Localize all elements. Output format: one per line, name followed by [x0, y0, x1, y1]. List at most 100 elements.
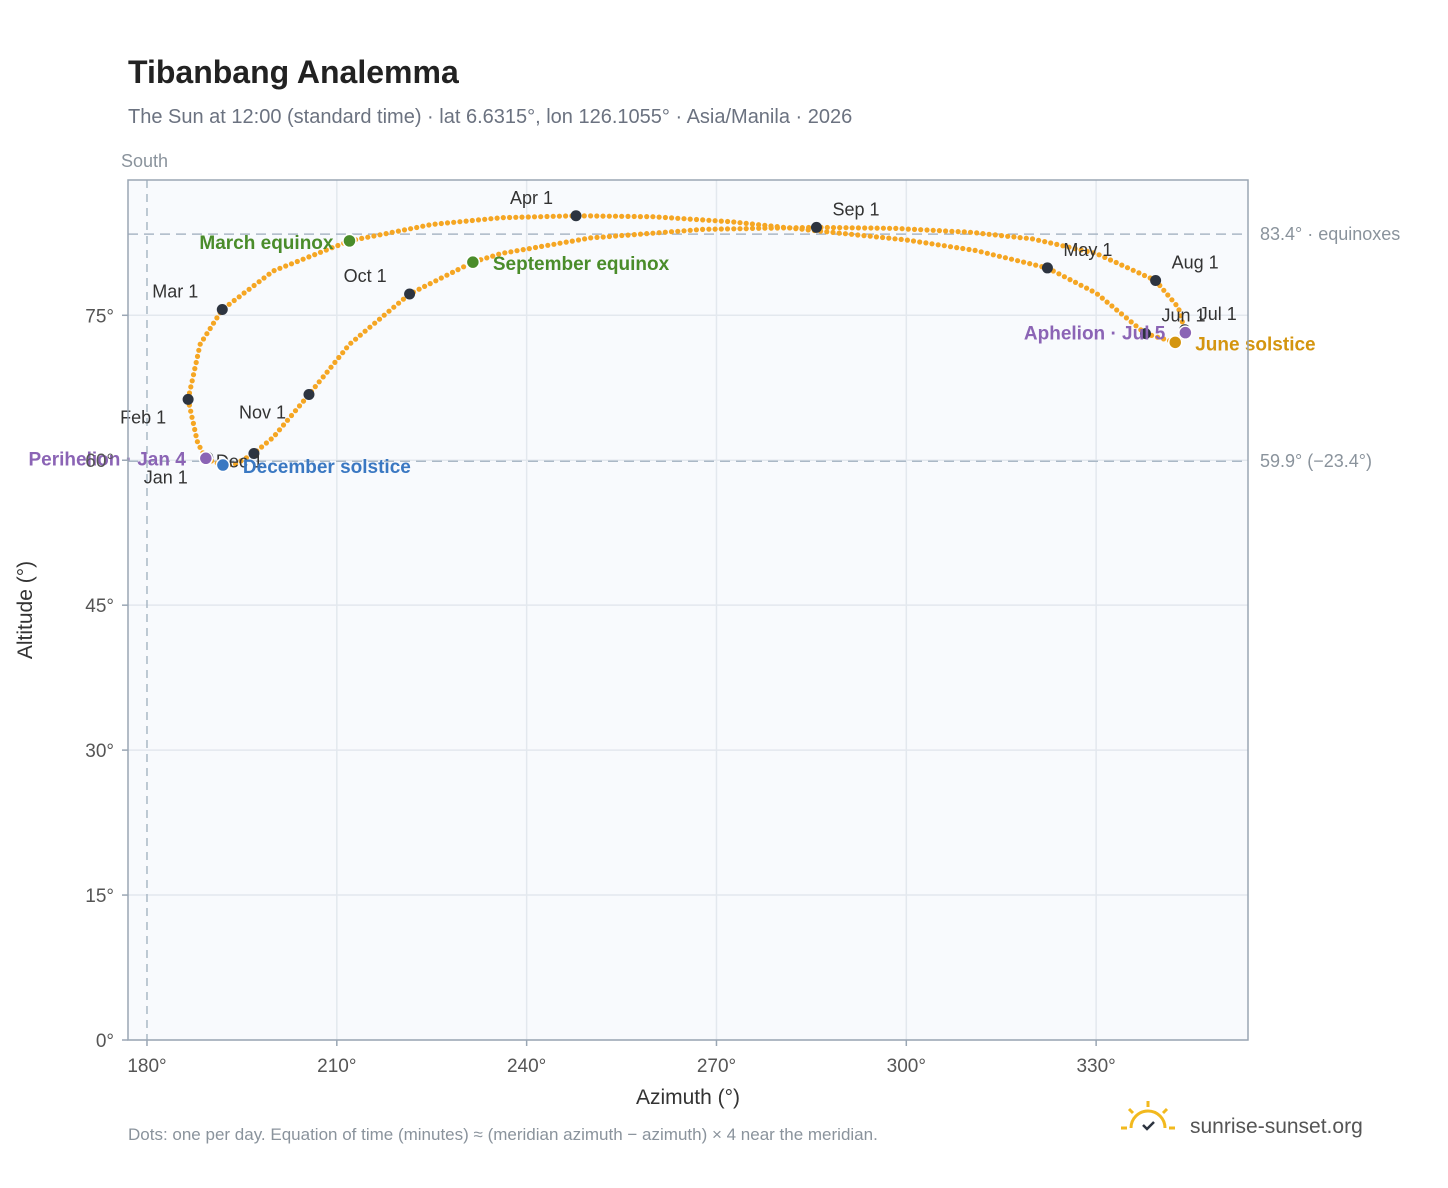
day-dot — [1109, 303, 1115, 309]
day-dot — [226, 301, 232, 307]
day-dot — [581, 213, 587, 219]
day-dot — [1107, 257, 1114, 263]
day-dot — [893, 225, 899, 231]
day-dot — [261, 275, 267, 281]
day-dot — [210, 320, 217, 326]
day-dot — [830, 229, 836, 235]
day-dot — [348, 340, 354, 346]
day-dot — [1027, 261, 1033, 267]
month-label: Aug 1 — [1172, 252, 1219, 272]
day-dot — [837, 225, 843, 231]
day-dot — [381, 312, 387, 318]
day-dot — [1161, 287, 1167, 293]
chart-title: Tibanbang Analemma — [128, 54, 459, 90]
day-dot — [1005, 233, 1011, 239]
day-dot — [849, 231, 855, 237]
day-dot — [918, 227, 924, 233]
day-dot — [1002, 255, 1009, 261]
day-dot — [929, 241, 935, 247]
day-dot — [1104, 299, 1110, 305]
day-dot — [1060, 243, 1066, 249]
day-dot — [513, 214, 519, 220]
day-dot — [693, 227, 700, 233]
day-dot — [190, 420, 196, 426]
day-dot — [737, 220, 743, 226]
day-dot — [502, 250, 508, 256]
day-dot — [768, 225, 774, 231]
month-label: Jan 1 — [144, 467, 188, 487]
day-dot — [972, 247, 978, 253]
month-marker — [1139, 328, 1151, 340]
day-dot — [961, 229, 967, 235]
day-dot — [283, 263, 289, 269]
day-dot — [1078, 282, 1084, 288]
day-dot — [284, 417, 291, 423]
day-dot — [556, 213, 563, 219]
day-dot — [268, 436, 274, 442]
day-dot — [280, 422, 287, 428]
day-dot — [656, 230, 662, 236]
plot-border — [127, 179, 1249, 1041]
day-dot — [582, 236, 588, 242]
day-dot — [1113, 259, 1119, 266]
day-dot — [700, 226, 706, 232]
day-dot — [1102, 254, 1108, 260]
day-dot — [930, 227, 936, 233]
day-dot — [675, 228, 681, 234]
day-dot — [1066, 244, 1072, 250]
day-dot — [1119, 262, 1125, 268]
event-markers: March equinox September equinox December s… — [29, 233, 1316, 478]
day-dot — [475, 217, 482, 223]
event-label: March equinox — [199, 233, 334, 254]
day-dot — [904, 237, 911, 243]
day-dot — [520, 247, 526, 253]
day-dot — [923, 240, 929, 246]
day-dot — [532, 244, 539, 251]
day-dot — [189, 378, 195, 384]
day-dot — [1096, 252, 1102, 258]
reference-lines: 83.4° · equinoxes 59.9° (−23.4°) — [128, 180, 1400, 1040]
day-dot — [935, 242, 941, 248]
day-dot — [687, 216, 693, 222]
day-dot — [395, 228, 401, 234]
day-dot — [526, 246, 532, 252]
day-dot — [843, 225, 849, 231]
day-dot — [899, 226, 905, 232]
day-dot — [1136, 270, 1142, 276]
day-dot — [563, 239, 569, 245]
day-dot — [862, 225, 868, 231]
day-dot — [1178, 313, 1184, 319]
day-dot — [312, 384, 318, 390]
day-dot — [335, 242, 341, 249]
event-label: Perihelion · Jan 4 — [29, 449, 187, 470]
x-tick-label: 330° — [1076, 1056, 1115, 1077]
day-dot — [193, 359, 199, 366]
day-dot — [774, 225, 781, 231]
day-dot — [551, 241, 557, 247]
day-dot — [197, 444, 203, 450]
day-dot — [490, 253, 496, 259]
day-dot — [328, 364, 334, 370]
day-dot — [1176, 307, 1182, 313]
day-dot — [438, 275, 444, 281]
x-axis-title: Azimuth (°) — [636, 1086, 740, 1109]
day-dot — [231, 297, 237, 304]
event-marker — [342, 233, 357, 249]
day-dot — [1161, 336, 1167, 342]
day-dot — [1023, 235, 1029, 241]
day-dot — [824, 229, 830, 235]
day-dot — [947, 244, 954, 250]
day-dot — [954, 245, 960, 251]
plot-area — [128, 180, 1248, 1040]
day-dot — [353, 336, 359, 342]
day-dot — [500, 215, 506, 221]
day-dot — [1017, 235, 1023, 241]
day-dot — [873, 234, 880, 240]
day-dot — [941, 243, 947, 249]
day-dot — [233, 461, 239, 467]
day-dot — [266, 271, 272, 277]
day-dot — [700, 217, 706, 223]
month-marker — [404, 288, 416, 300]
day-dot — [868, 225, 874, 231]
day-dot — [329, 245, 335, 251]
